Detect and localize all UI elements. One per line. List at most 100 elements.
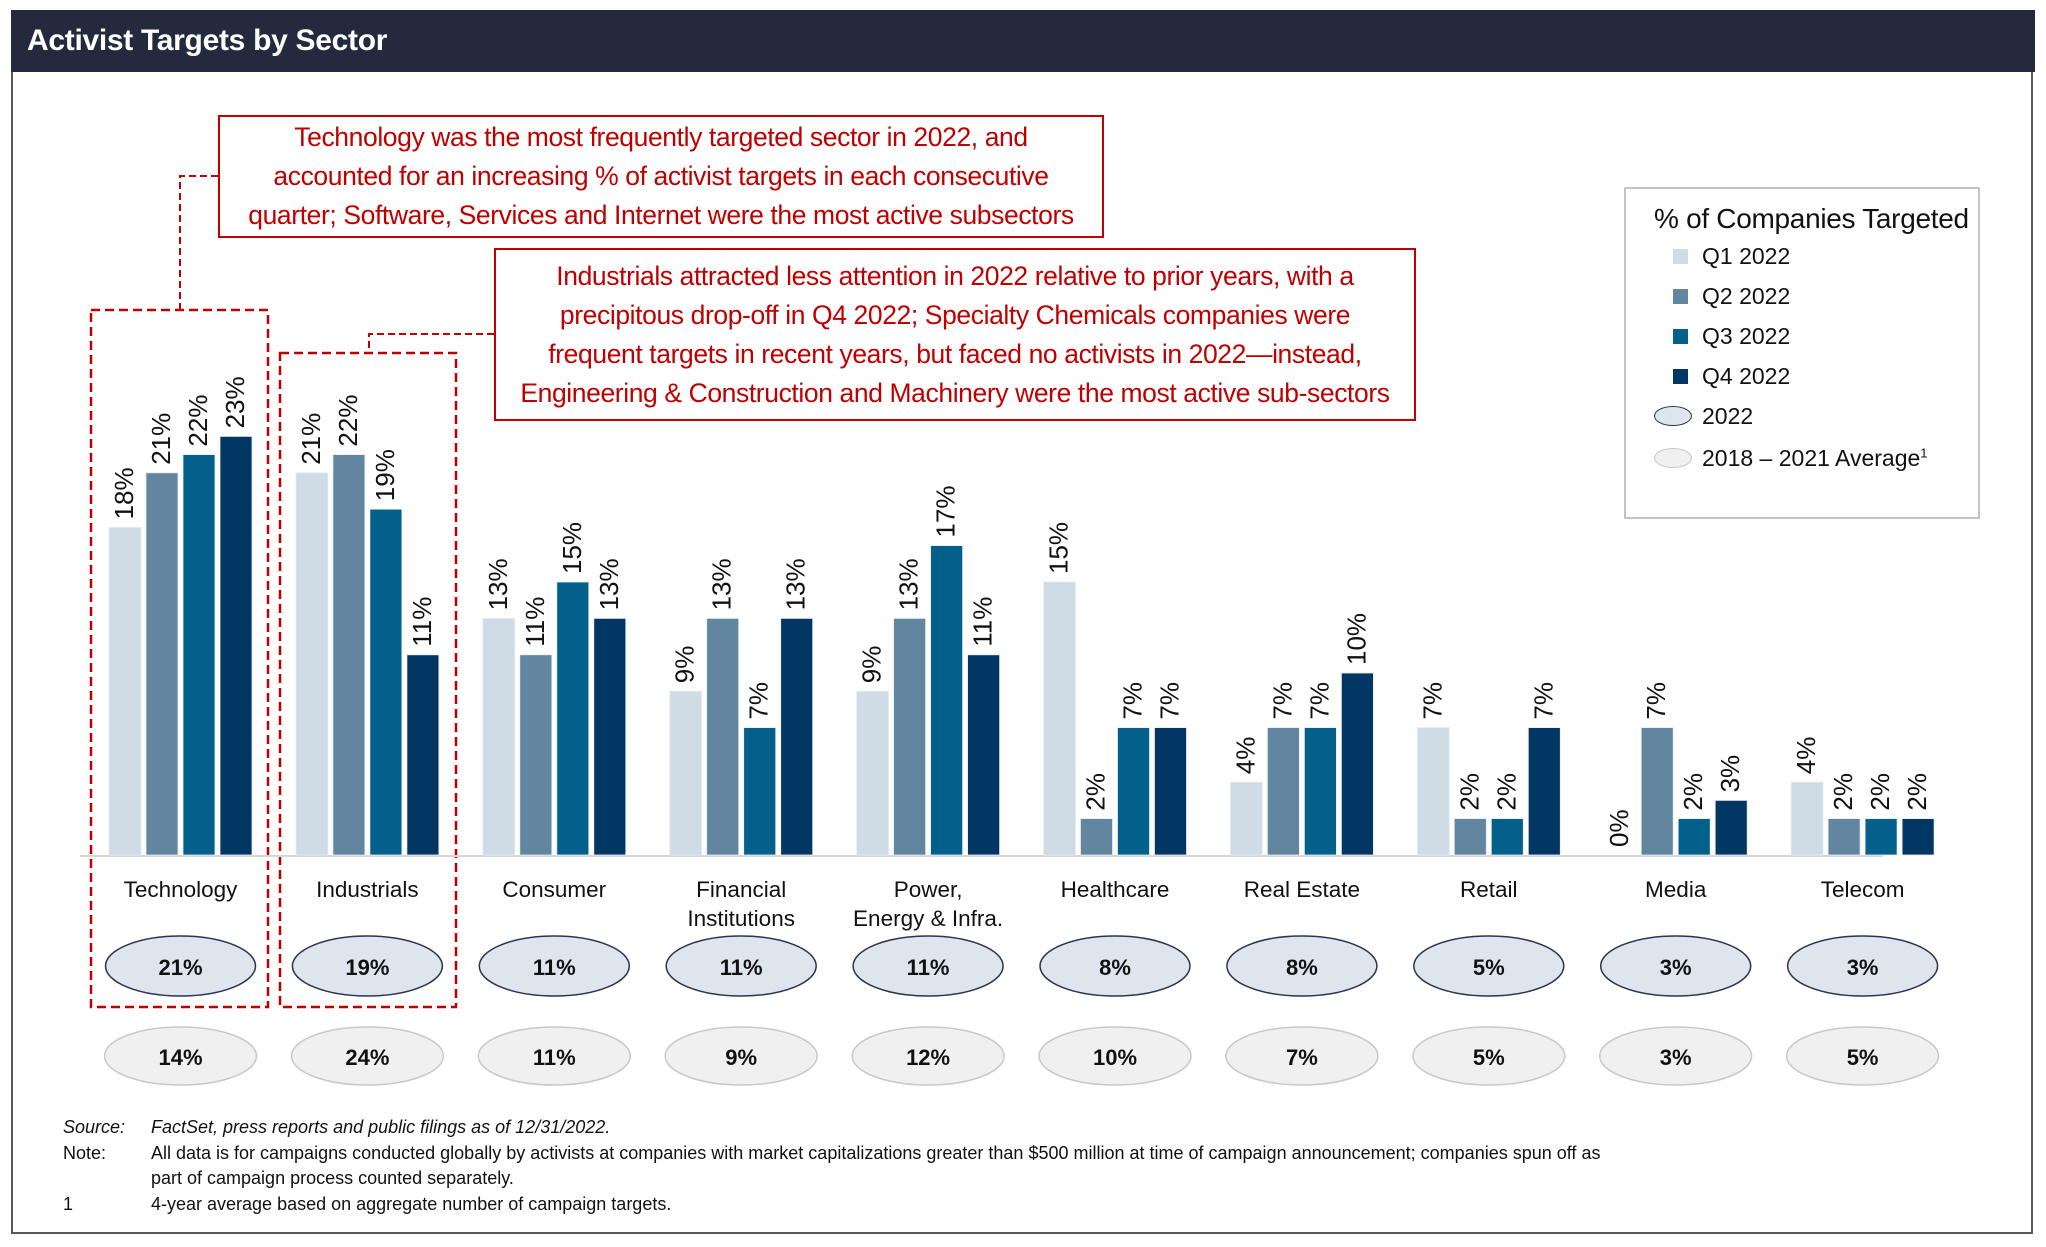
data-label: 11% (968, 597, 998, 647)
page-title: Activist Targets by Sector (27, 24, 388, 57)
footnote-marker: 1 (1920, 444, 1928, 460)
legend-swatch-q2 (1673, 289, 1688, 304)
summary-value-2022: 21% (158, 955, 202, 980)
data-label: 17% (931, 486, 961, 538)
bar-q2-2022 (1640, 727, 1674, 856)
summary-ellipse-2022 (291, 935, 444, 997)
bar-q4-2022 (593, 618, 627, 856)
bar-q1-2022 (1043, 581, 1076, 856)
legend-ellipse-average (1654, 448, 1692, 468)
data-label: 18% (109, 467, 139, 519)
bar-q4-2022 (1527, 727, 1561, 856)
bar-q2-2022 (1080, 818, 1113, 856)
callout-line: precipitous drop-off in Q4 2022; Special… (559, 299, 1351, 330)
summary-value-average: 14% (158, 1045, 202, 1070)
bar-q3-2022 (556, 581, 590, 856)
data-label: 2% (1454, 773, 1484, 811)
data-label: 4% (1791, 737, 1821, 775)
data-label: 3% (1715, 755, 1745, 793)
callout-line: Technology was the most frequently targe… (294, 122, 1028, 152)
legend-swatch-q1 (1673, 249, 1688, 264)
bar-q4-2022 (406, 654, 440, 856)
summary-ellipse-average (290, 1026, 445, 1086)
callout-line: Engineering & Construction and Machinery… (520, 377, 1390, 408)
category-label: Financial (696, 877, 786, 902)
bar-q3-2022 (1490, 818, 1524, 856)
summary-ellipse-average (1785, 1026, 1940, 1086)
summary-value-2022: 8% (1286, 955, 1318, 980)
category-label: Retail (1460, 877, 1518, 902)
data-label: 4% (1230, 737, 1260, 775)
bar-q1-2022 (856, 690, 889, 856)
data-label: 7% (1267, 682, 1297, 720)
footnote-text: FactSet, press reports and public filing… (151, 1117, 611, 1137)
bar-q2-2022 (1267, 727, 1300, 856)
category-label: Energy & Infra. (853, 906, 1003, 931)
legend-label: 2018 – 2021 Average1 (1702, 445, 1928, 472)
connector-industrials (368, 333, 494, 353)
legend-swatch-q4 (1673, 369, 1688, 384)
legend-label: Q4 2022 (1702, 362, 1791, 389)
bar-q2-2022 (519, 654, 553, 856)
summary-value-average: 24% (345, 1045, 389, 1070)
legend: % of Companies Targeted Q1 2022 Q2 2022 … (1624, 187, 1980, 519)
summary-ellipse-average (477, 1026, 632, 1086)
footnote-text: All data is for campaigns conducted glob… (151, 1142, 1601, 1163)
data-label: 11% (520, 597, 550, 647)
data-label: 7% (1641, 682, 1671, 720)
bar-q2-2022 (1453, 818, 1487, 856)
legend-label: Q2 2022 (1702, 282, 1791, 309)
data-label: 9% (670, 646, 700, 684)
category-label: Real Estate (1244, 877, 1360, 902)
summary-ellipse-average (103, 1026, 258, 1086)
data-label: 2% (1081, 773, 1111, 811)
bar-q2-2022 (1827, 818, 1861, 856)
summary-ellipse-2022 (1599, 935, 1752, 997)
title-bar: Activist Targets by Sector (11, 10, 2035, 72)
data-label: 15% (1044, 522, 1074, 574)
bar-q2-2022 (332, 454, 366, 856)
data-label: 13% (781, 558, 811, 610)
category-label: Technology (124, 877, 239, 902)
category-label: Media (1645, 877, 1707, 902)
bar-q2-2022 (145, 472, 179, 856)
summary-value-average: 7% (1286, 1045, 1318, 1070)
data-label: 2% (1865, 773, 1895, 811)
footnote-key: Source: (63, 1117, 126, 1137)
category-label: Power, (894, 877, 963, 902)
data-label: 2% (1491, 773, 1521, 811)
data-label: 21% (296, 413, 326, 465)
summary-ellipse-average (1598, 1026, 1753, 1086)
summary-value-average: 3% (1660, 1045, 1692, 1070)
summary-ellipse-2022 (478, 935, 631, 997)
bar-q4-2022 (780, 618, 814, 856)
bar-q1-2022 (295, 472, 329, 856)
data-label: 13% (483, 558, 513, 610)
bar-q4-2022 (219, 435, 253, 856)
category-label: Consumer (502, 877, 606, 902)
legend-title: % of Companies Targeted (1654, 203, 1969, 234)
summary-value-2022: 11% (720, 955, 763, 980)
data-label: 13% (894, 558, 924, 610)
bar-q2-2022 (893, 618, 926, 856)
summary-ellipse-2022 (1226, 935, 1378, 997)
bar-q3-2022 (1864, 818, 1898, 856)
summary-ellipse-average (851, 1026, 1005, 1086)
data-label: 9% (857, 646, 887, 684)
footnote-key: 1 (63, 1193, 74, 1214)
data-label: 2% (1902, 773, 1932, 811)
bar-q3-2022 (1677, 818, 1711, 856)
footnote-text: part of campaign process counted separat… (151, 1168, 514, 1188)
callout-line: accounted for an increasing % of activis… (273, 161, 1049, 191)
summary-ellipse-2022 (665, 935, 817, 997)
footnote-text: 4-year average based on aggregate number… (151, 1193, 672, 1214)
bar-q4-2022 (1154, 727, 1187, 856)
data-label: 15% (557, 522, 587, 574)
legend-ellipse-2022 (1654, 406, 1692, 426)
footnote-key: Note: (63, 1142, 107, 1163)
summary-ellipse-average (1412, 1026, 1566, 1086)
summary-value-2022: 5% (1473, 955, 1505, 980)
connector-technology (179, 175, 218, 310)
data-label: 19% (370, 449, 400, 501)
